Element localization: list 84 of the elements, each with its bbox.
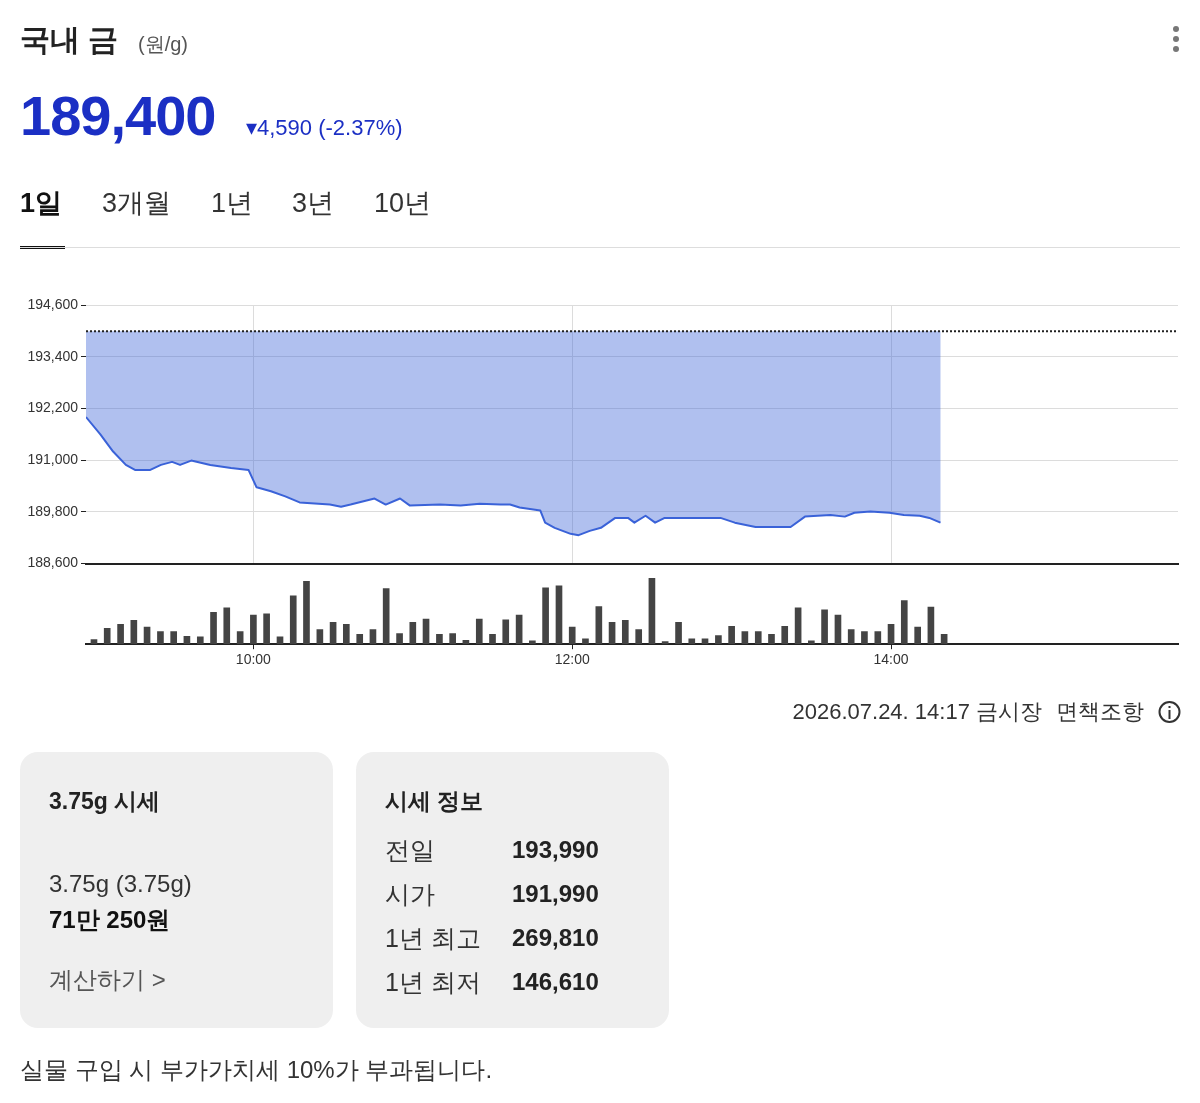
chart-title: 국내 금: [20, 22, 119, 58]
bar: [250, 614, 257, 645]
text: 실물 구입 시 부가가치세 10%가 부과됩니다.: [20, 1055, 493, 1085]
bar: [661, 641, 669, 645]
text: 계산하기 >: [49, 965, 166, 995]
category-label: 1년 최고: [385, 923, 481, 954]
bar: [210, 612, 217, 645]
x-tick-label: 12:00: [554, 651, 590, 668]
bar: [489, 633, 496, 645]
bar: [449, 633, 456, 645]
bar: [157, 631, 164, 645]
bar: [847, 629, 855, 645]
bar: [103, 627, 111, 645]
bar: [914, 626, 921, 645]
category-label: 전일: [385, 835, 435, 866]
bar: [289, 595, 297, 645]
bar: [170, 631, 178, 645]
text: 71만 250원: [49, 905, 171, 935]
text: ▾4,590 (-2.37%): [246, 115, 403, 141]
text: 시세 정보: [385, 787, 484, 816]
text: 1년: [211, 187, 254, 220]
bar: [715, 635, 722, 645]
bar: [582, 638, 589, 645]
bar: [356, 633, 364, 645]
y-tick-label: 189,800: [27, 502, 79, 519]
bar: [90, 639, 98, 645]
text: 면책조항: [1056, 698, 1144, 726]
chart-subtitle: (원/g): [138, 32, 188, 57]
bar: [621, 620, 629, 645]
bar: [223, 607, 231, 645]
text: 3.75g 시세: [49, 787, 161, 816]
text: 3.75g (3.75g): [49, 870, 192, 898]
bar: [635, 629, 643, 645]
bar: [874, 631, 882, 645]
bar: [768, 633, 775, 645]
bar: [794, 607, 802, 645]
bar: [568, 626, 576, 645]
bar: [436, 633, 443, 645]
bar: [396, 633, 403, 645]
text: 269,810: [512, 924, 599, 951]
bar: [754, 631, 762, 645]
bar: [369, 629, 377, 645]
text: 3개월: [102, 187, 172, 220]
bar: [542, 587, 549, 645]
bar: [741, 631, 749, 645]
bar: [316, 629, 324, 645]
y-tick-label: 194,600: [27, 295, 79, 312]
text: 146,610: [512, 968, 599, 995]
bar: [382, 588, 390, 645]
bar: [236, 631, 244, 645]
y-tick-label: 192,200: [27, 399, 79, 416]
bar: [303, 580, 310, 645]
text: 3년: [292, 187, 335, 220]
bar: [502, 619, 510, 645]
bar: [675, 622, 682, 645]
bar: [728, 626, 735, 645]
bar: [130, 620, 138, 645]
text: 2026.07.24. 14:17 금시장: [792, 698, 1042, 726]
bar: [196, 636, 204, 645]
bar: [343, 624, 350, 645]
bar: [117, 624, 124, 645]
text: 193,990: [512, 836, 599, 863]
text: 191,990: [512, 880, 599, 907]
bar: [781, 626, 789, 645]
bar: [409, 622, 417, 645]
y-tick-label: 191,000: [27, 451, 79, 468]
y-tick-label: 193,400: [27, 347, 79, 364]
text: 10년: [374, 187, 432, 220]
bar: [900, 600, 908, 645]
text: 189,400: [20, 83, 216, 148]
bar: [263, 613, 270, 645]
bar: [648, 578, 656, 645]
bar: [595, 606, 603, 645]
bar: [688, 638, 696, 645]
bar: [887, 624, 895, 645]
x-tick-label: 14:00: [873, 651, 909, 668]
bar: [861, 631, 868, 645]
category-label: 시가: [385, 879, 435, 910]
category-label: 1년 최저: [385, 967, 481, 998]
y-tick-label: 188,600: [27, 554, 79, 571]
bar: [821, 609, 828, 645]
text: 1일: [20, 187, 63, 220]
bar: [475, 618, 483, 645]
x-tick-label: 10:00: [235, 651, 272, 668]
